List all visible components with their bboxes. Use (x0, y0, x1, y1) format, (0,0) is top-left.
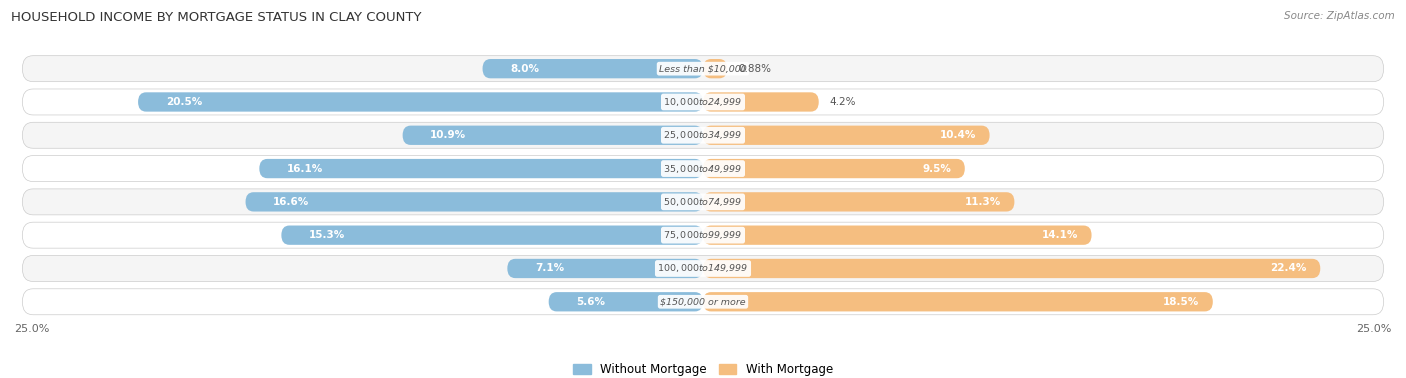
Text: $150,000 or more: $150,000 or more (661, 297, 745, 306)
Text: 8.0%: 8.0% (510, 64, 538, 74)
Text: 5.6%: 5.6% (576, 297, 605, 307)
Text: 10.4%: 10.4% (939, 130, 976, 140)
Text: $10,000 to $24,999: $10,000 to $24,999 (664, 96, 742, 108)
Text: $35,000 to $49,999: $35,000 to $49,999 (664, 163, 742, 175)
Text: 9.5%: 9.5% (922, 164, 950, 174)
Text: 22.4%: 22.4% (1270, 263, 1306, 273)
Text: Less than $10,000: Less than $10,000 (659, 64, 747, 73)
Text: 25.0%: 25.0% (14, 324, 49, 335)
FancyBboxPatch shape (22, 222, 1384, 248)
FancyBboxPatch shape (703, 259, 1320, 278)
FancyBboxPatch shape (703, 125, 990, 145)
FancyBboxPatch shape (22, 56, 1384, 82)
FancyBboxPatch shape (22, 289, 1384, 315)
Legend: Without Mortgage, With Mortgage: Without Mortgage, With Mortgage (568, 358, 838, 378)
FancyBboxPatch shape (281, 226, 703, 245)
Text: $100,000 to $149,999: $100,000 to $149,999 (658, 262, 748, 274)
Text: 18.5%: 18.5% (1163, 297, 1199, 307)
Text: $50,000 to $74,999: $50,000 to $74,999 (664, 196, 742, 208)
Text: 10.9%: 10.9% (430, 130, 467, 140)
FancyBboxPatch shape (22, 189, 1384, 215)
FancyBboxPatch shape (259, 159, 703, 178)
Text: 15.3%: 15.3% (309, 230, 346, 240)
Text: 7.1%: 7.1% (534, 263, 564, 273)
FancyBboxPatch shape (22, 156, 1384, 181)
FancyBboxPatch shape (22, 256, 1384, 282)
Text: 20.5%: 20.5% (166, 97, 202, 107)
FancyBboxPatch shape (402, 125, 703, 145)
Text: 11.3%: 11.3% (965, 197, 1001, 207)
FancyBboxPatch shape (703, 226, 1091, 245)
FancyBboxPatch shape (138, 92, 703, 112)
Text: HOUSEHOLD INCOME BY MORTGAGE STATUS IN CLAY COUNTY: HOUSEHOLD INCOME BY MORTGAGE STATUS IN C… (11, 11, 422, 24)
Text: 16.6%: 16.6% (273, 197, 309, 207)
FancyBboxPatch shape (703, 92, 818, 112)
FancyBboxPatch shape (548, 292, 703, 311)
FancyBboxPatch shape (246, 192, 703, 212)
Text: $75,000 to $99,999: $75,000 to $99,999 (664, 229, 742, 241)
FancyBboxPatch shape (22, 122, 1384, 148)
FancyBboxPatch shape (22, 89, 1384, 115)
FancyBboxPatch shape (703, 159, 965, 178)
Text: Source: ZipAtlas.com: Source: ZipAtlas.com (1284, 11, 1395, 21)
FancyBboxPatch shape (508, 259, 703, 278)
Text: $25,000 to $34,999: $25,000 to $34,999 (664, 129, 742, 141)
Text: 0.88%: 0.88% (738, 64, 772, 74)
Text: 25.0%: 25.0% (1357, 324, 1392, 335)
FancyBboxPatch shape (482, 59, 703, 78)
Text: 4.2%: 4.2% (830, 97, 856, 107)
FancyBboxPatch shape (703, 192, 1014, 212)
Text: 16.1%: 16.1% (287, 164, 323, 174)
Text: 14.1%: 14.1% (1042, 230, 1078, 240)
FancyBboxPatch shape (703, 292, 1213, 311)
FancyBboxPatch shape (703, 59, 727, 78)
